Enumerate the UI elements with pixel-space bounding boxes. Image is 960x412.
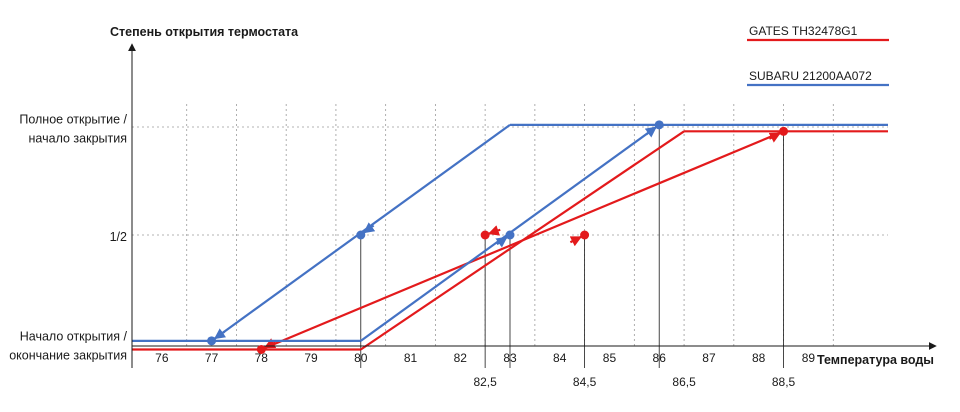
data-point — [480, 230, 490, 240]
x-axis-title: Температура воды — [817, 353, 934, 367]
y-axis-title: Степень открытия термостата — [110, 25, 299, 39]
x-tick-label: 88 — [752, 351, 766, 365]
data-point — [779, 126, 789, 136]
x-tick-label: 81 — [404, 351, 418, 365]
data-point — [207, 336, 217, 346]
series-direction-arrow — [263, 338, 277, 349]
x-tick-label: 80 — [354, 351, 368, 365]
x-tick-label: 86 — [653, 351, 667, 365]
x-tick-label: 83 — [503, 351, 517, 365]
y-level-label: Полное открытие / — [19, 113, 127, 127]
marker-value-label: 88,5 — [772, 375, 796, 389]
marker-value-labels: 82,5 84,5 86,5 88,5 — [473, 375, 795, 389]
x-tick-label: 76 — [155, 351, 169, 365]
marker-value-label: 86,5 — [672, 375, 696, 389]
x-tick-label: 77 — [205, 351, 219, 365]
data-point — [505, 230, 515, 240]
x-tick-label: 87 — [702, 351, 716, 365]
data-point — [580, 230, 590, 240]
series-direction-arrow — [644, 126, 657, 138]
series-direction-arrow — [487, 225, 501, 236]
series-direction-arrow — [363, 222, 376, 234]
marker-value-label: 84,5 — [573, 375, 597, 389]
y-level-label: Начало открытия / — [20, 330, 128, 344]
y-level-label: начало закрытия — [29, 132, 127, 146]
series-direction-arrow — [213, 328, 227, 340]
y-level-label: 1/2 — [110, 230, 127, 244]
data-points — [207, 120, 789, 354]
drop-lines — [360, 124, 784, 368]
x-tick-label: 85 — [603, 351, 617, 365]
series-direction-arrow — [768, 132, 781, 143]
legend-label-subaru: SUBARU 21200AA072 — [749, 69, 872, 83]
series-direction-arrow — [569, 235, 583, 247]
x-tick-labels: 76 77 78 79 80 81 82 83 84 85 86 87 88 89 — [155, 351, 815, 365]
y-level-label: окончание закрытия — [9, 349, 127, 363]
legend-label-gates: GATES TH32478G1 — [749, 24, 858, 38]
data-point — [654, 120, 664, 130]
series-direction-arrow — [495, 236, 508, 248]
x-tick-label: 84 — [553, 351, 567, 365]
series-closing-line — [260, 130, 784, 351]
x-tick-label: 89 — [802, 351, 816, 365]
data-point — [256, 344, 266, 354]
x-tick-label: 82 — [454, 351, 468, 365]
x-tick-label: 79 — [304, 351, 318, 365]
marker-value-label: 82,5 — [473, 375, 497, 389]
data-point — [356, 230, 366, 240]
y-level-labels: Начало открытия / окончание закрытия 1/2 По… — [9, 113, 127, 363]
x-tick-label: 78 — [255, 351, 269, 365]
legend: GATES TH32478G1 SUBARU 21200AA072 — [747, 24, 889, 87]
